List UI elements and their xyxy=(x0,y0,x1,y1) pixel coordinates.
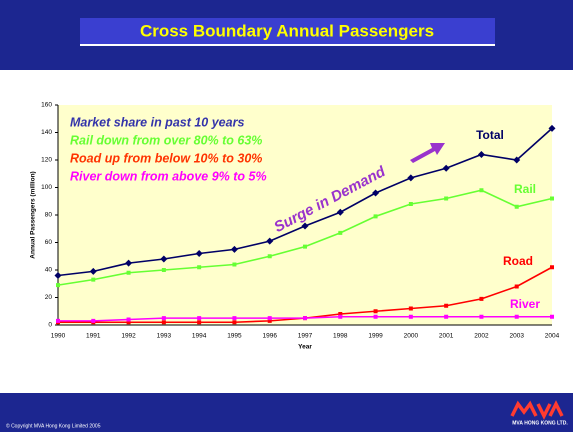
point xyxy=(477,151,485,158)
series-label: River xyxy=(510,297,540,311)
x-tick-label: 2003 xyxy=(509,333,524,340)
point xyxy=(91,318,96,323)
point xyxy=(479,314,484,319)
y-tick-label: 160 xyxy=(41,102,52,109)
point xyxy=(514,204,519,209)
point xyxy=(54,272,62,279)
x-tick-label: 1998 xyxy=(333,333,348,340)
y-tick-label: 140 xyxy=(41,129,52,136)
plot-area xyxy=(58,105,552,325)
x-axis-label: Year xyxy=(298,344,312,351)
annotation: Market share in past 10 years xyxy=(70,115,244,129)
point xyxy=(548,124,556,132)
point xyxy=(91,277,96,282)
logo-text: MVA HONG KONG LTD. xyxy=(512,420,568,426)
point xyxy=(372,189,380,197)
y-tick-label: 80 xyxy=(45,212,53,219)
point xyxy=(232,316,237,321)
point xyxy=(514,314,519,319)
y-tick-label: 60 xyxy=(45,239,53,246)
annotation: River down from above 9% to 5% xyxy=(70,169,267,183)
y-axis-label: Annual Passengers (million) xyxy=(30,171,37,258)
point xyxy=(125,259,133,267)
point xyxy=(444,303,449,308)
point xyxy=(301,222,309,230)
point xyxy=(197,320,202,325)
point xyxy=(230,245,238,253)
x-tick-label: 1994 xyxy=(192,333,207,340)
point xyxy=(303,244,307,249)
surge-arrow xyxy=(410,143,445,163)
point xyxy=(195,250,203,257)
point xyxy=(160,255,168,263)
x-tick-label: 1993 xyxy=(157,333,172,340)
point xyxy=(161,316,166,321)
point xyxy=(266,237,274,245)
point xyxy=(126,320,131,325)
logo-mark xyxy=(510,400,564,420)
point xyxy=(267,318,272,323)
x-tick-label: 2002 xyxy=(474,333,489,340)
x-tick-label: 1996 xyxy=(262,333,277,340)
point xyxy=(338,230,343,235)
chart-title: Cross Boundary Annual Passengers xyxy=(140,21,434,40)
point xyxy=(197,265,202,270)
point xyxy=(267,254,272,259)
point xyxy=(126,317,131,322)
y-tick-label: 40 xyxy=(45,267,53,274)
x-tick-label: 1990 xyxy=(51,333,66,340)
point xyxy=(550,265,554,270)
point xyxy=(197,316,202,321)
point xyxy=(442,164,450,172)
x-tick-label: 1991 xyxy=(86,333,101,340)
x-tick-label: 1992 xyxy=(121,333,136,340)
y-tick-label: 0 xyxy=(48,322,52,329)
point xyxy=(479,296,484,301)
annotation: Road up from below 10% to 30% xyxy=(70,151,262,165)
y-tick-label: 100 xyxy=(41,184,52,191)
y-tick-label: 120 xyxy=(41,157,52,164)
title-bar xyxy=(80,18,495,45)
series-label: Road xyxy=(503,254,533,268)
footer: © Copyright MVA Hong Kong Limited 2005 xyxy=(6,422,101,429)
point xyxy=(373,309,378,314)
y-tick-label: 20 xyxy=(45,294,53,301)
x-tick-label: 2000 xyxy=(404,333,419,340)
point xyxy=(550,314,554,319)
point xyxy=(89,267,97,275)
point xyxy=(161,320,166,325)
point xyxy=(408,314,413,319)
x-tick-label: 1997 xyxy=(298,333,313,340)
point xyxy=(373,214,378,219)
point xyxy=(444,314,449,319)
series-label: Total xyxy=(476,128,504,142)
x-tick-label: 1999 xyxy=(368,333,383,340)
point xyxy=(161,268,166,272)
point xyxy=(303,316,307,321)
series-label: Rail xyxy=(514,182,536,196)
x-tick-label: 1995 xyxy=(227,333,242,340)
point xyxy=(232,262,237,267)
point xyxy=(408,202,413,206)
point xyxy=(408,306,413,311)
point xyxy=(267,316,272,321)
point xyxy=(550,196,554,201)
point xyxy=(479,188,484,193)
point xyxy=(513,156,521,164)
x-tick-label: 2001 xyxy=(439,333,454,340)
point xyxy=(338,314,343,319)
annotation: Rail down from over 80% to 63% xyxy=(70,133,262,147)
point xyxy=(56,318,60,323)
point xyxy=(56,283,60,288)
point xyxy=(444,196,449,201)
point xyxy=(126,270,131,275)
point xyxy=(336,208,344,216)
point xyxy=(514,284,519,289)
x-tick-label: 2004 xyxy=(545,333,560,340)
point xyxy=(407,174,415,182)
point xyxy=(373,314,378,319)
point xyxy=(338,312,343,316)
point xyxy=(232,320,237,325)
